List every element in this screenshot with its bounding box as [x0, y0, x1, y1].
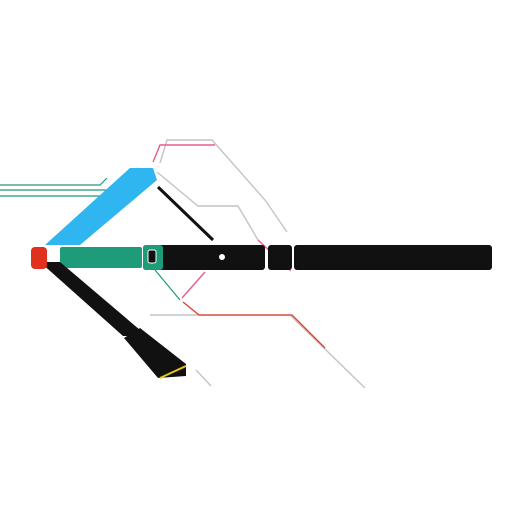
black-bar-left [143, 245, 265, 270]
grey-line-small [195, 369, 212, 387]
green-thin-lines [0, 177, 181, 301]
black-bar-right [294, 245, 492, 270]
grey-line-top-upper [159, 139, 288, 233]
green-line-2 [0, 182, 116, 191]
yellow-accent [159, 365, 187, 379]
grey-line-top-lower [156, 171, 259, 241]
black-lower-segment [124, 328, 186, 378]
red-line [182, 301, 326, 349]
green-line-segment [60, 247, 142, 268]
black-bar-divider [268, 245, 292, 270]
black-diagonal-segment [40, 262, 140, 336]
grey-line-bottom [150, 314, 366, 389]
green-line-1 [0, 177, 108, 186]
pink-line [152, 144, 291, 299]
terminal-node-icon [31, 247, 47, 269]
junction-dot-icon [219, 254, 225, 260]
blue-line-segment [45, 168, 157, 245]
station-block-inner [147, 249, 157, 264]
black-diagonal-stroke [156, 185, 215, 242]
green-line-4 [154, 269, 181, 301]
